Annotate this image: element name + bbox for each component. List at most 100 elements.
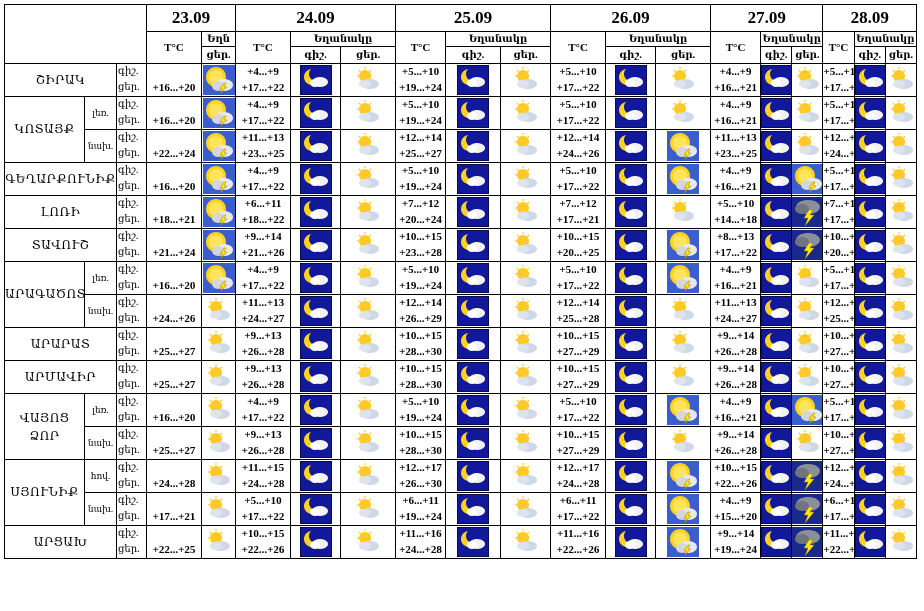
temperature-cell: +4...+9 +17...+22 [235,63,292,97]
temperature-cell: +4...+9 +16...+21 [710,393,762,427]
weather-icon-cell [655,63,712,97]
day-temp: +22...+26 [823,544,853,556]
moon-cloud-icon [299,428,332,458]
weather-icon-cell [791,195,824,229]
night-temp [148,527,201,543]
night-temp: +10...+15 [823,363,853,375]
night-temp: +4...+9 [719,264,752,276]
moon-cloud-icon [855,329,885,359]
sun-cloud-icon [352,296,385,326]
weather-icon-cell [201,327,237,361]
day-header: ցեր. [655,46,712,64]
weather-icon-cell [290,162,342,196]
weather-icon-cell [340,261,397,295]
day-header: ցեր. [791,46,824,64]
night-temp: +5...+10 [823,66,853,78]
night-label: գիշ. [118,264,139,275]
weather-icon-cell [655,261,712,295]
temperature-cell: +10...+15 +23...+28 [395,228,447,262]
sun-cloud-icon [352,98,385,128]
day-temp: +17...+22 [714,247,757,259]
sun-cloud-icon [202,428,235,458]
weather-icon-cell [605,96,657,130]
moon-cloud-icon [761,461,791,491]
moon-cloud-icon [299,98,332,128]
night-temp: +4...+9 [719,396,752,408]
day-temp: +24...+28 [241,478,285,490]
night-temp: +7...+12 [401,198,440,210]
night-temp: +10...+15 [399,330,442,342]
day-temp: +17...+22 [241,115,285,127]
sun-cloud-icon [509,428,542,458]
sun-cloud-icon [509,329,542,359]
night-temp [148,395,201,411]
weather-icon-cell [340,294,397,328]
night-label: գիշ. [118,231,139,242]
temperature-cell: +11...+16 +22...+26 [822,525,855,559]
moon-cloud-icon [614,329,647,359]
weather-icon-cell [884,162,918,196]
night-temp: +6...+11 [244,198,282,210]
day-temp: +27...+29 [556,379,600,391]
day-temp: +26...+28 [714,445,757,457]
day-temp: +19...+24 [399,280,442,292]
night-temp: +9...+14 [716,528,755,540]
weather-icon-cell [201,63,237,97]
weather-icon-cell [445,426,502,460]
temperature-cell: +24...+28 [146,459,203,493]
weather-icon-cell [500,294,552,328]
moon-cloud-icon [855,362,885,392]
day-temp: +17...+22 [241,82,285,94]
sun-cloud-icon [509,494,542,524]
weather-icon-cell [290,96,342,130]
temperature-cell: +5...+10 +19...+24 [395,96,447,130]
weather-icon-cell [605,261,657,295]
weather-icon-cell [500,261,552,295]
temperature-cell: +5...+10 +19...+24 [395,63,447,97]
weather-icon-cell [290,525,342,559]
temperature-cell: +10...+15 +27...+29 [822,327,855,361]
moon-cloud-icon [457,230,490,260]
day-temp: +17...+22 [823,511,853,523]
day-label: ցեր. [118,544,140,555]
region-name: ԱՐԱԳԱԾՈՏՆ [4,261,85,328]
temperature-cell: +4...+9 +16...+21 [710,261,762,295]
temperature-cell: +5...+10 +17...+22 [550,162,607,196]
moon-cloud-icon [614,362,647,392]
moon-cloud-icon [614,527,647,557]
sun-cloud-icon [202,362,235,392]
temperature-cell: +5...+10 +17...+22 [822,393,855,427]
temperature-cell: +11...+16 +22...+26 [550,525,607,559]
night-day-label: գիշ. ցեր. [115,96,148,130]
weather-icon-cell [853,525,886,559]
weather-icon-cell [201,360,237,394]
weather-icon-cell [201,525,237,559]
weather-icon-cell [500,525,552,559]
weather-icon-cell [500,393,552,427]
subregion-label: նախ. [84,492,117,526]
temperature-cell: +5...+10 +17...+22 [822,63,855,97]
sun-cloud-icon [352,362,385,392]
night-temp: +4...+9 [247,264,279,276]
moon-cloud-icon [761,197,791,227]
sun-cloud-icon [886,362,916,392]
temperature-cell: +25...+27 [146,327,203,361]
weather-icon-cell [500,327,552,361]
day-temp: +20...+25 [823,247,853,259]
day-temp: +25...+28 [823,313,853,325]
day-temp: +17...+22 [823,280,853,292]
weather-icon-cell [605,294,657,328]
temperature-cell: +4...+9 +17...+22 [235,96,292,130]
weather-icon-cell [290,459,342,493]
night-temp: +4...+9 [247,99,279,111]
date-header: 25.09 [395,4,552,32]
day-temp: +26...+28 [714,379,757,391]
weather-icon-cell [655,525,712,559]
weather-icon-cell [290,426,342,460]
night-temp: +10...+15 [556,429,600,441]
weather-icon-cell [340,63,397,97]
moon-cloud-icon [761,395,791,425]
moon-cloud-icon [457,527,490,557]
date-header: 27.09 [710,4,824,32]
sun-cloud-icon [352,461,385,491]
